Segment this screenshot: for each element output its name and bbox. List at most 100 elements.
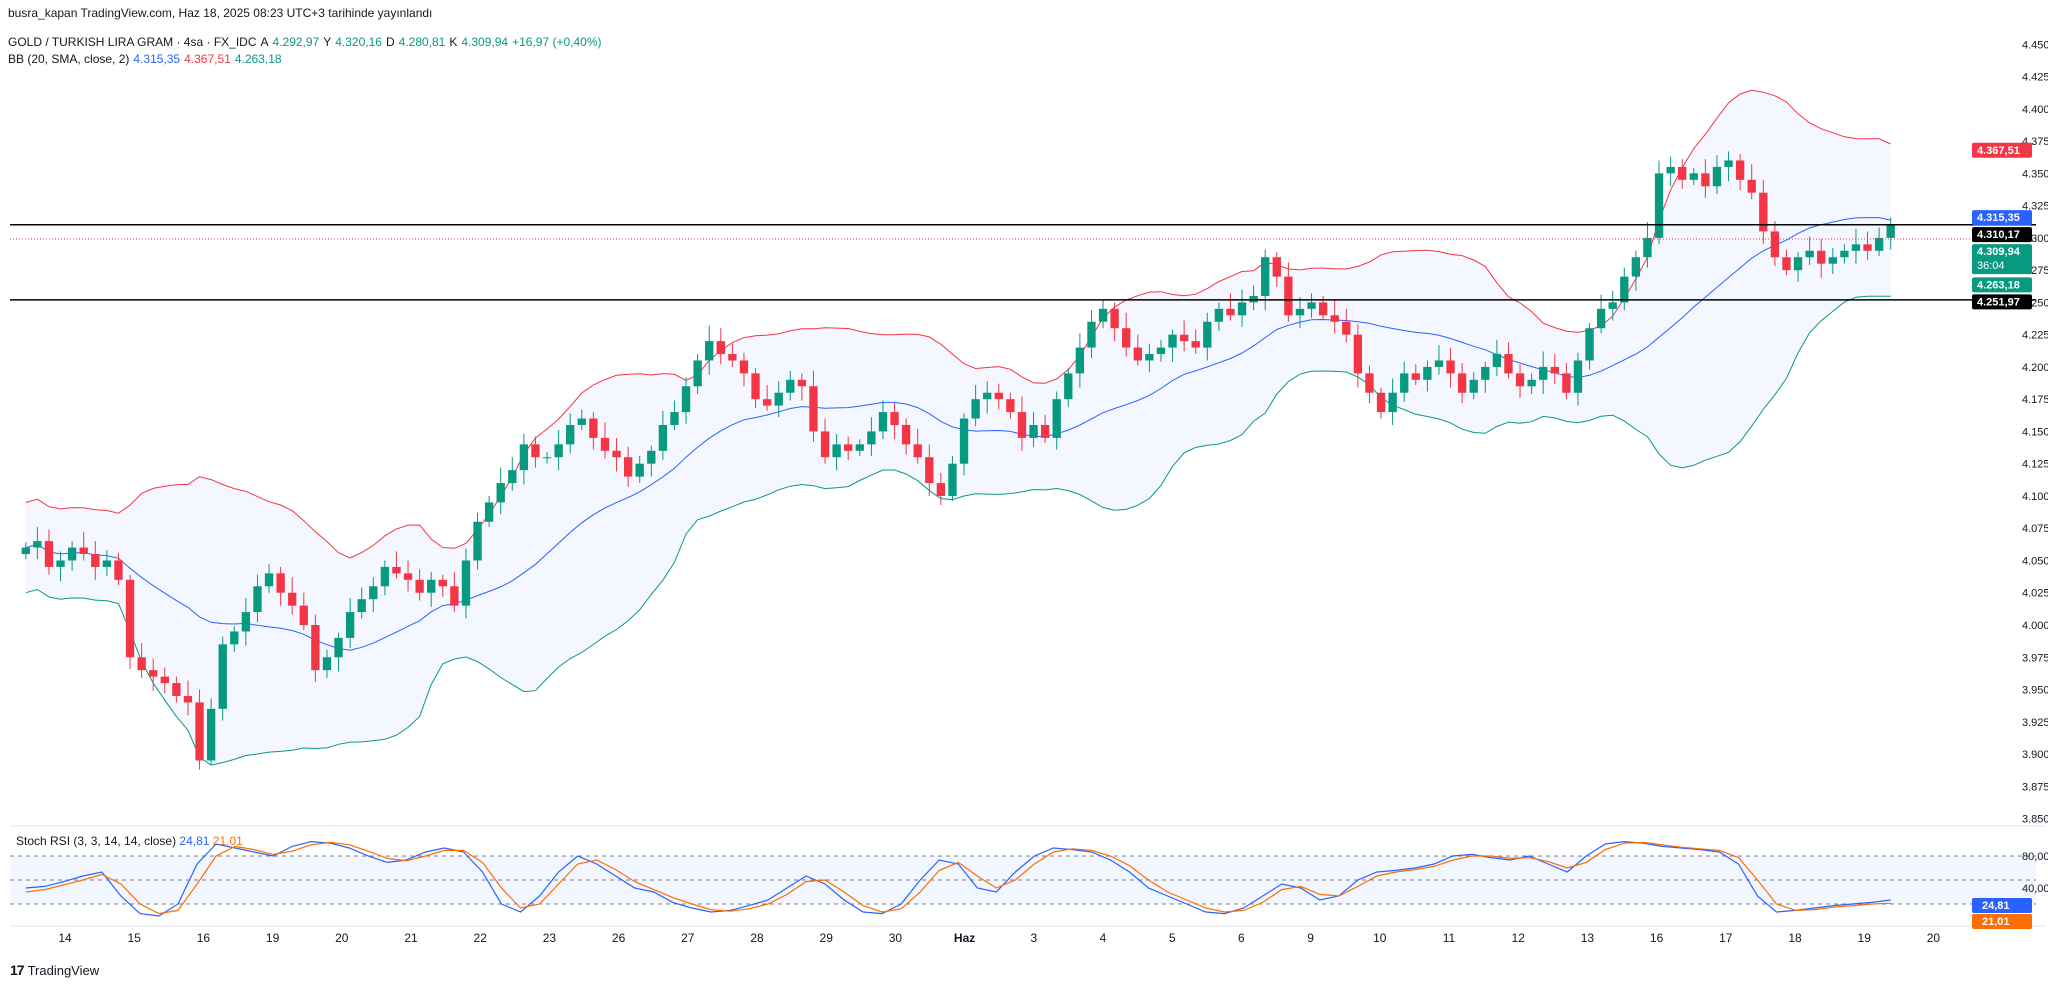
candle[interactable] (1608, 290, 1617, 321)
candle[interactable] (1886, 217, 1895, 250)
candle[interactable] (855, 439, 864, 456)
candle[interactable] (403, 560, 413, 592)
candle[interactable] (867, 417, 876, 456)
candle[interactable] (1666, 156, 1675, 187)
candle[interactable] (1191, 329, 1200, 355)
candle[interactable] (1515, 364, 1525, 398)
candle[interactable] (33, 526, 42, 560)
candle[interactable] (345, 597, 355, 649)
candle[interactable] (1156, 339, 1166, 362)
candle[interactable] (1423, 360, 1432, 392)
candle[interactable] (878, 400, 888, 440)
candle[interactable] (1365, 365, 1374, 404)
candle[interactable] (1481, 361, 1490, 393)
candle[interactable] (577, 409, 586, 431)
candle[interactable] (681, 377, 691, 424)
candle[interactable] (1747, 164, 1756, 200)
candle[interactable] (693, 354, 702, 395)
candle[interactable] (1712, 155, 1722, 195)
candle[interactable] (114, 552, 123, 585)
candle[interactable] (56, 551, 65, 582)
candle[interactable] (1724, 151, 1733, 182)
candle[interactable] (1272, 252, 1281, 287)
tradingview-brand[interactable]: 17 TradingView (10, 962, 99, 978)
candle[interactable] (241, 597, 251, 646)
stoch-indicator-label[interactable]: Stoch RSI (3, 3, 14, 14, close) (16, 834, 177, 848)
candle[interactable] (647, 445, 656, 477)
candle[interactable] (1539, 351, 1548, 395)
candle[interactable] (218, 636, 227, 721)
candle[interactable] (519, 434, 529, 485)
candle[interactable] (415, 569, 424, 601)
candle[interactable] (1631, 250, 1641, 291)
candle[interactable] (1017, 396, 1027, 451)
candle[interactable] (635, 455, 644, 484)
candle[interactable] (322, 649, 332, 678)
candle[interactable] (786, 370, 795, 401)
candle[interactable] (79, 532, 88, 561)
candle[interactable] (936, 472, 946, 505)
candle[interactable] (1840, 244, 1849, 264)
candle[interactable] (1040, 414, 1050, 444)
bb-indicator-label[interactable]: BB (20, SMA, close, 2) (8, 52, 130, 66)
candle[interactable] (473, 512, 482, 570)
candle[interactable] (450, 572, 459, 613)
candle[interactable] (844, 436, 853, 460)
candle[interactable] (172, 676, 181, 703)
candle[interactable] (948, 455, 957, 502)
horizontal-levels[interactable] (10, 224, 2036, 301)
candle[interactable] (1782, 249, 1791, 276)
candle[interactable] (542, 452, 552, 464)
candle[interactable] (716, 328, 725, 365)
candle[interactable] (901, 418, 911, 455)
candle[interactable] (1052, 391, 1061, 450)
candle[interactable] (1145, 343, 1154, 373)
candle[interactable] (1817, 239, 1826, 278)
candle[interactable] (1527, 373, 1536, 395)
candle[interactable] (612, 437, 621, 472)
candle[interactable] (1874, 227, 1884, 256)
candle[interactable] (380, 560, 390, 596)
candle[interactable] (658, 410, 668, 460)
candle[interactable] (91, 541, 100, 580)
candle[interactable] (913, 428, 922, 464)
candle[interactable] (1214, 302, 1224, 331)
candle[interactable] (1098, 299, 1108, 329)
candle[interactable] (1620, 267, 1629, 311)
candle[interactable] (264, 564, 274, 593)
candle[interactable] (67, 541, 77, 571)
candle[interactable] (183, 680, 193, 716)
candle[interactable] (1562, 363, 1571, 400)
candle[interactable] (751, 368, 760, 409)
candle[interactable] (1295, 297, 1305, 329)
candle[interactable] (1701, 159, 1710, 198)
candle[interactable] (1770, 221, 1780, 267)
candle[interactable] (1828, 248, 1837, 275)
candle[interactable] (1342, 308, 1351, 343)
candle[interactable] (1133, 334, 1142, 366)
candle[interactable] (1226, 293, 1235, 321)
candle[interactable] (195, 689, 204, 770)
candle[interactable] (832, 434, 841, 471)
candle[interactable] (461, 548, 471, 619)
candle[interactable] (276, 566, 285, 606)
candle[interactable] (1376, 387, 1386, 419)
candle[interactable] (728, 343, 737, 367)
candle[interactable] (1573, 352, 1583, 406)
candle[interactable] (1400, 361, 1409, 402)
candle[interactable] (1851, 228, 1861, 264)
time-axis[interactable]: 14 15 16 19 20 21 22 23 26 27 28 29 30 Haz 3 4 5 6 9 10 11 12… (58, 931, 1940, 945)
candle[interactable] (774, 381, 783, 418)
candle[interactable] (1585, 323, 1594, 370)
candle[interactable] (1434, 344, 1444, 375)
candle[interactable] (994, 383, 1003, 410)
candle[interactable] (1793, 252, 1803, 282)
candles[interactable] (21, 151, 1895, 770)
candle[interactable] (1678, 159, 1687, 189)
candle[interactable] (392, 551, 401, 579)
candle[interactable] (589, 412, 598, 450)
candle[interactable] (1446, 347, 1455, 388)
candle[interactable] (600, 422, 610, 459)
candle[interactable] (137, 643, 146, 678)
